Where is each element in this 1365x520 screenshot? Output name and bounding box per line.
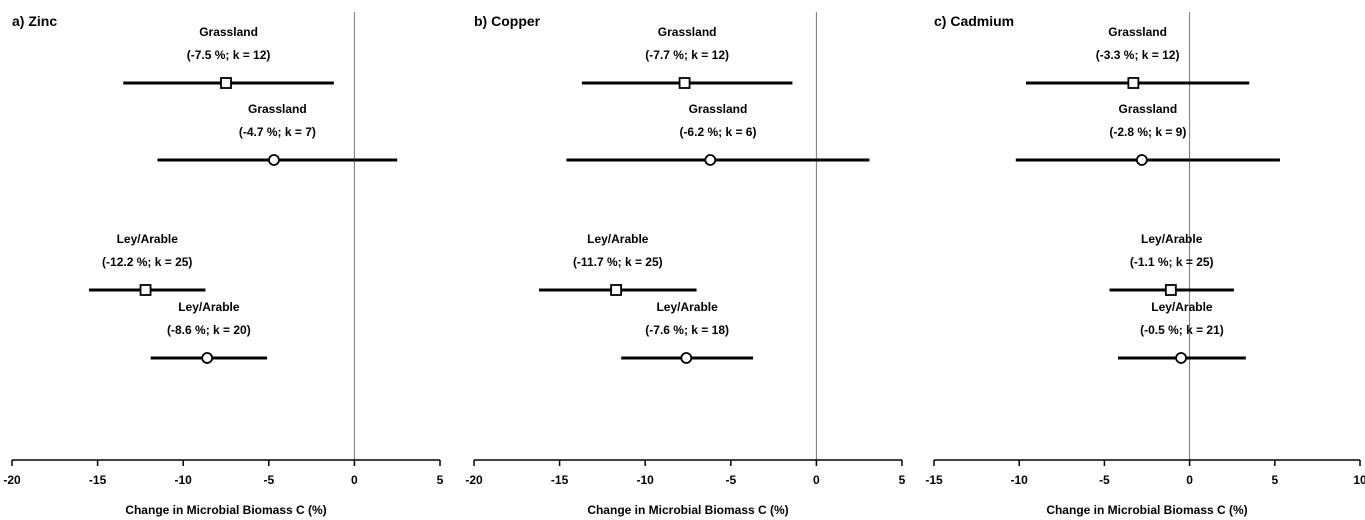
mean-marker-square [1127,77,1140,89]
mean-marker-circle [201,352,214,364]
mean-marker-circle [1175,352,1187,364]
x-tick-label: -10 [175,473,193,487]
x-axis-title: Change in Microbial Biomass C (%) [587,503,788,517]
estimate-summary-label: (-0.5 %; k = 21) [1140,323,1224,337]
estimate-summary-label: (-6.2 %; k = 6) [679,125,756,139]
estimate-group-label: Grassland [658,25,717,39]
estimate-group-label: Grassland [1108,25,1167,39]
estimate-group-label: Ley/Arable [587,232,649,246]
mean-marker-square [678,77,691,89]
estimate-summary-label: (-7.7 %; k = 12) [645,48,729,62]
mean-marker-circle [1135,154,1148,166]
estimate-summary-label: (-1.1 %; k = 25) [1130,255,1214,269]
mean-marker-square [139,284,152,296]
x-tick-label: -15 [551,473,569,487]
x-tick-label: 10 [1353,473,1365,487]
estimate-group-label: Grassland [689,102,748,116]
estimate-group-label: Ley/Arable [1141,232,1203,246]
x-tick-label: 5 [437,473,444,487]
estimate-group-label: Grassland [199,25,258,39]
panel-title: c) Cadmium [934,13,1014,29]
estimate-summary-label: (-7.6 %; k = 18) [645,323,729,337]
x-axis-title: Change in Microbial Biomass C (%) [125,503,326,517]
x-tick-label: -20 [3,473,21,487]
x-tick-label: 0 [813,473,820,487]
x-tick-label: 0 [1186,473,1193,487]
panel-title: b) Copper [474,13,541,29]
x-tick-label: -10 [637,473,655,487]
x-tick-label: 5 [899,473,906,487]
mean-marker-square [610,284,622,296]
x-tick-label: -5 [1099,473,1110,487]
estimate-summary-label: (-4.7 %; k = 7) [239,125,316,139]
x-tick-label: 5 [1271,473,1278,487]
mean-marker-circle [704,154,717,166]
estimate-group-label: Grassland [248,102,307,116]
x-tick-label: -20 [465,473,483,487]
x-tick-label: -5 [263,473,274,487]
estimate-summary-label: (-12.2 %; k = 25) [102,255,192,269]
x-tick-label: -15 [89,473,107,487]
estimate-group-label: Grassland [1119,102,1178,116]
mean-marker-square [220,77,232,89]
estimate-summary-label: (-8.6 %; k = 20) [167,323,251,337]
estimate-summary-label: (-2.8 %; k = 9) [1109,125,1186,139]
estimate-group-label: Ley/Arable [117,232,179,246]
estimate-summary-label: (-7.5 %; k = 12) [187,48,271,62]
mean-marker-circle [680,352,693,364]
x-axis-title: Change in Microbial Biomass C (%) [1046,503,1247,517]
estimate-summary-label: (-11.7 %; k = 25) [573,255,663,269]
estimate-group-label: Ley/Arable [656,300,718,314]
mean-marker-square [1164,284,1177,296]
x-tick-label: -10 [1011,473,1029,487]
estimate-summary-label: (-3.3 %; k = 12) [1096,48,1180,62]
estimate-group-label: Ley/Arable [1151,300,1213,314]
x-tick-label: -5 [725,473,736,487]
mean-marker-circle [268,154,280,166]
x-tick-label: 0 [351,473,358,487]
x-tick-label: -15 [925,473,943,487]
estimate-group-label: Ley/Arable [178,300,240,314]
panel-title: a) Zinc [12,13,57,29]
